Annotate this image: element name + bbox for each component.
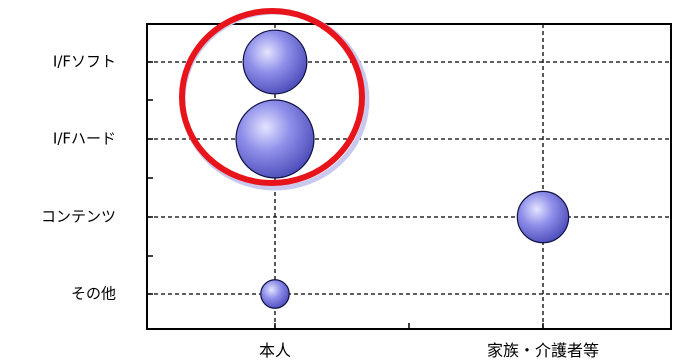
axis-ticks [146, 23, 672, 330]
y-tick-label: その他 [71, 285, 116, 303]
x-tick-label: 本人 [259, 341, 291, 360]
bubble-point [242, 29, 308, 95]
bubble-point [235, 99, 315, 179]
bubbles [235, 29, 570, 309]
bubble-point [516, 190, 570, 244]
annotations [179, 8, 370, 191]
highlight-circle [179, 8, 365, 186]
y-tick-label: I/Fハード [53, 130, 116, 148]
y-tick-label: コンテンツ [41, 208, 116, 226]
y-tick-label: I/Fソフト [53, 53, 116, 71]
x-tick-label: 家族・介護者等 [487, 341, 599, 360]
bubble-point [260, 279, 290, 309]
x-axis-labels: 本人 家族・介護者等 [259, 341, 599, 360]
